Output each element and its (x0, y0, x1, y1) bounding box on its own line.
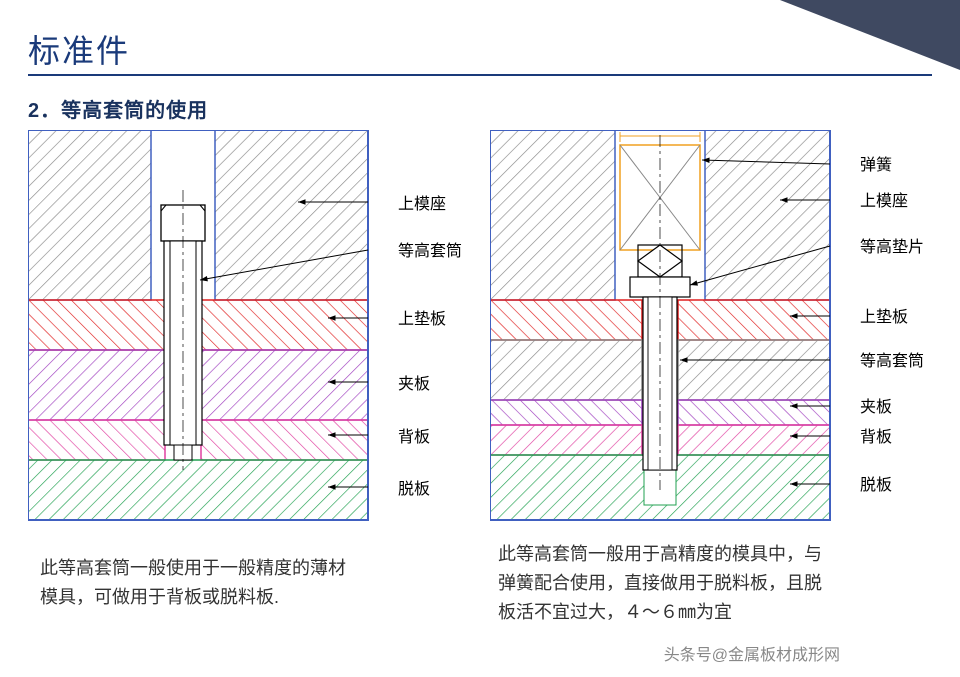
label-脱板: 脱板 (860, 476, 892, 494)
label-夹板: 夹板 (398, 375, 430, 393)
label-上垫板: 上垫板 (398, 310, 446, 328)
label-脱板: 脱板 (398, 480, 430, 498)
caption-right: 此等高套筒一般用于高精度的模具中，与弹簧配合使用，直接做用于脱料板，且脱板活不宜… (498, 540, 828, 626)
figure-left: 上模座等高套筒上垫板夹板背板脱板 (28, 130, 458, 530)
figure-right: 弹簧上模座等高垫片上垫板等高套筒夹板背板脱板 (490, 130, 940, 530)
title-rule (28, 74, 932, 76)
label-上垫板: 上垫板 (860, 308, 908, 326)
page-subtitle: 2．等高套筒的使用 (28, 94, 208, 123)
label-等高垫片: 等高垫片 (860, 238, 924, 256)
corner-decoration (780, 0, 960, 70)
label-夹板: 夹板 (860, 398, 892, 416)
label-上模座: 上模座 (860, 192, 908, 210)
watermark: 头条号@金属板材成形网 (664, 641, 840, 665)
label-上模座: 上模座 (398, 195, 446, 213)
caption-left: 此等高套筒一般使用于一般精度的薄材模具，可做用于背板或脱料板. (40, 554, 360, 612)
label-等高套筒: 等高套筒 (398, 242, 462, 260)
label-等高套筒: 等高套筒 (860, 352, 924, 370)
label-弹簧: 弹簧 (860, 155, 892, 174)
label-背板: 背板 (398, 428, 430, 446)
label-背板: 背板 (860, 428, 892, 446)
page-title: 标准件 (28, 26, 130, 72)
